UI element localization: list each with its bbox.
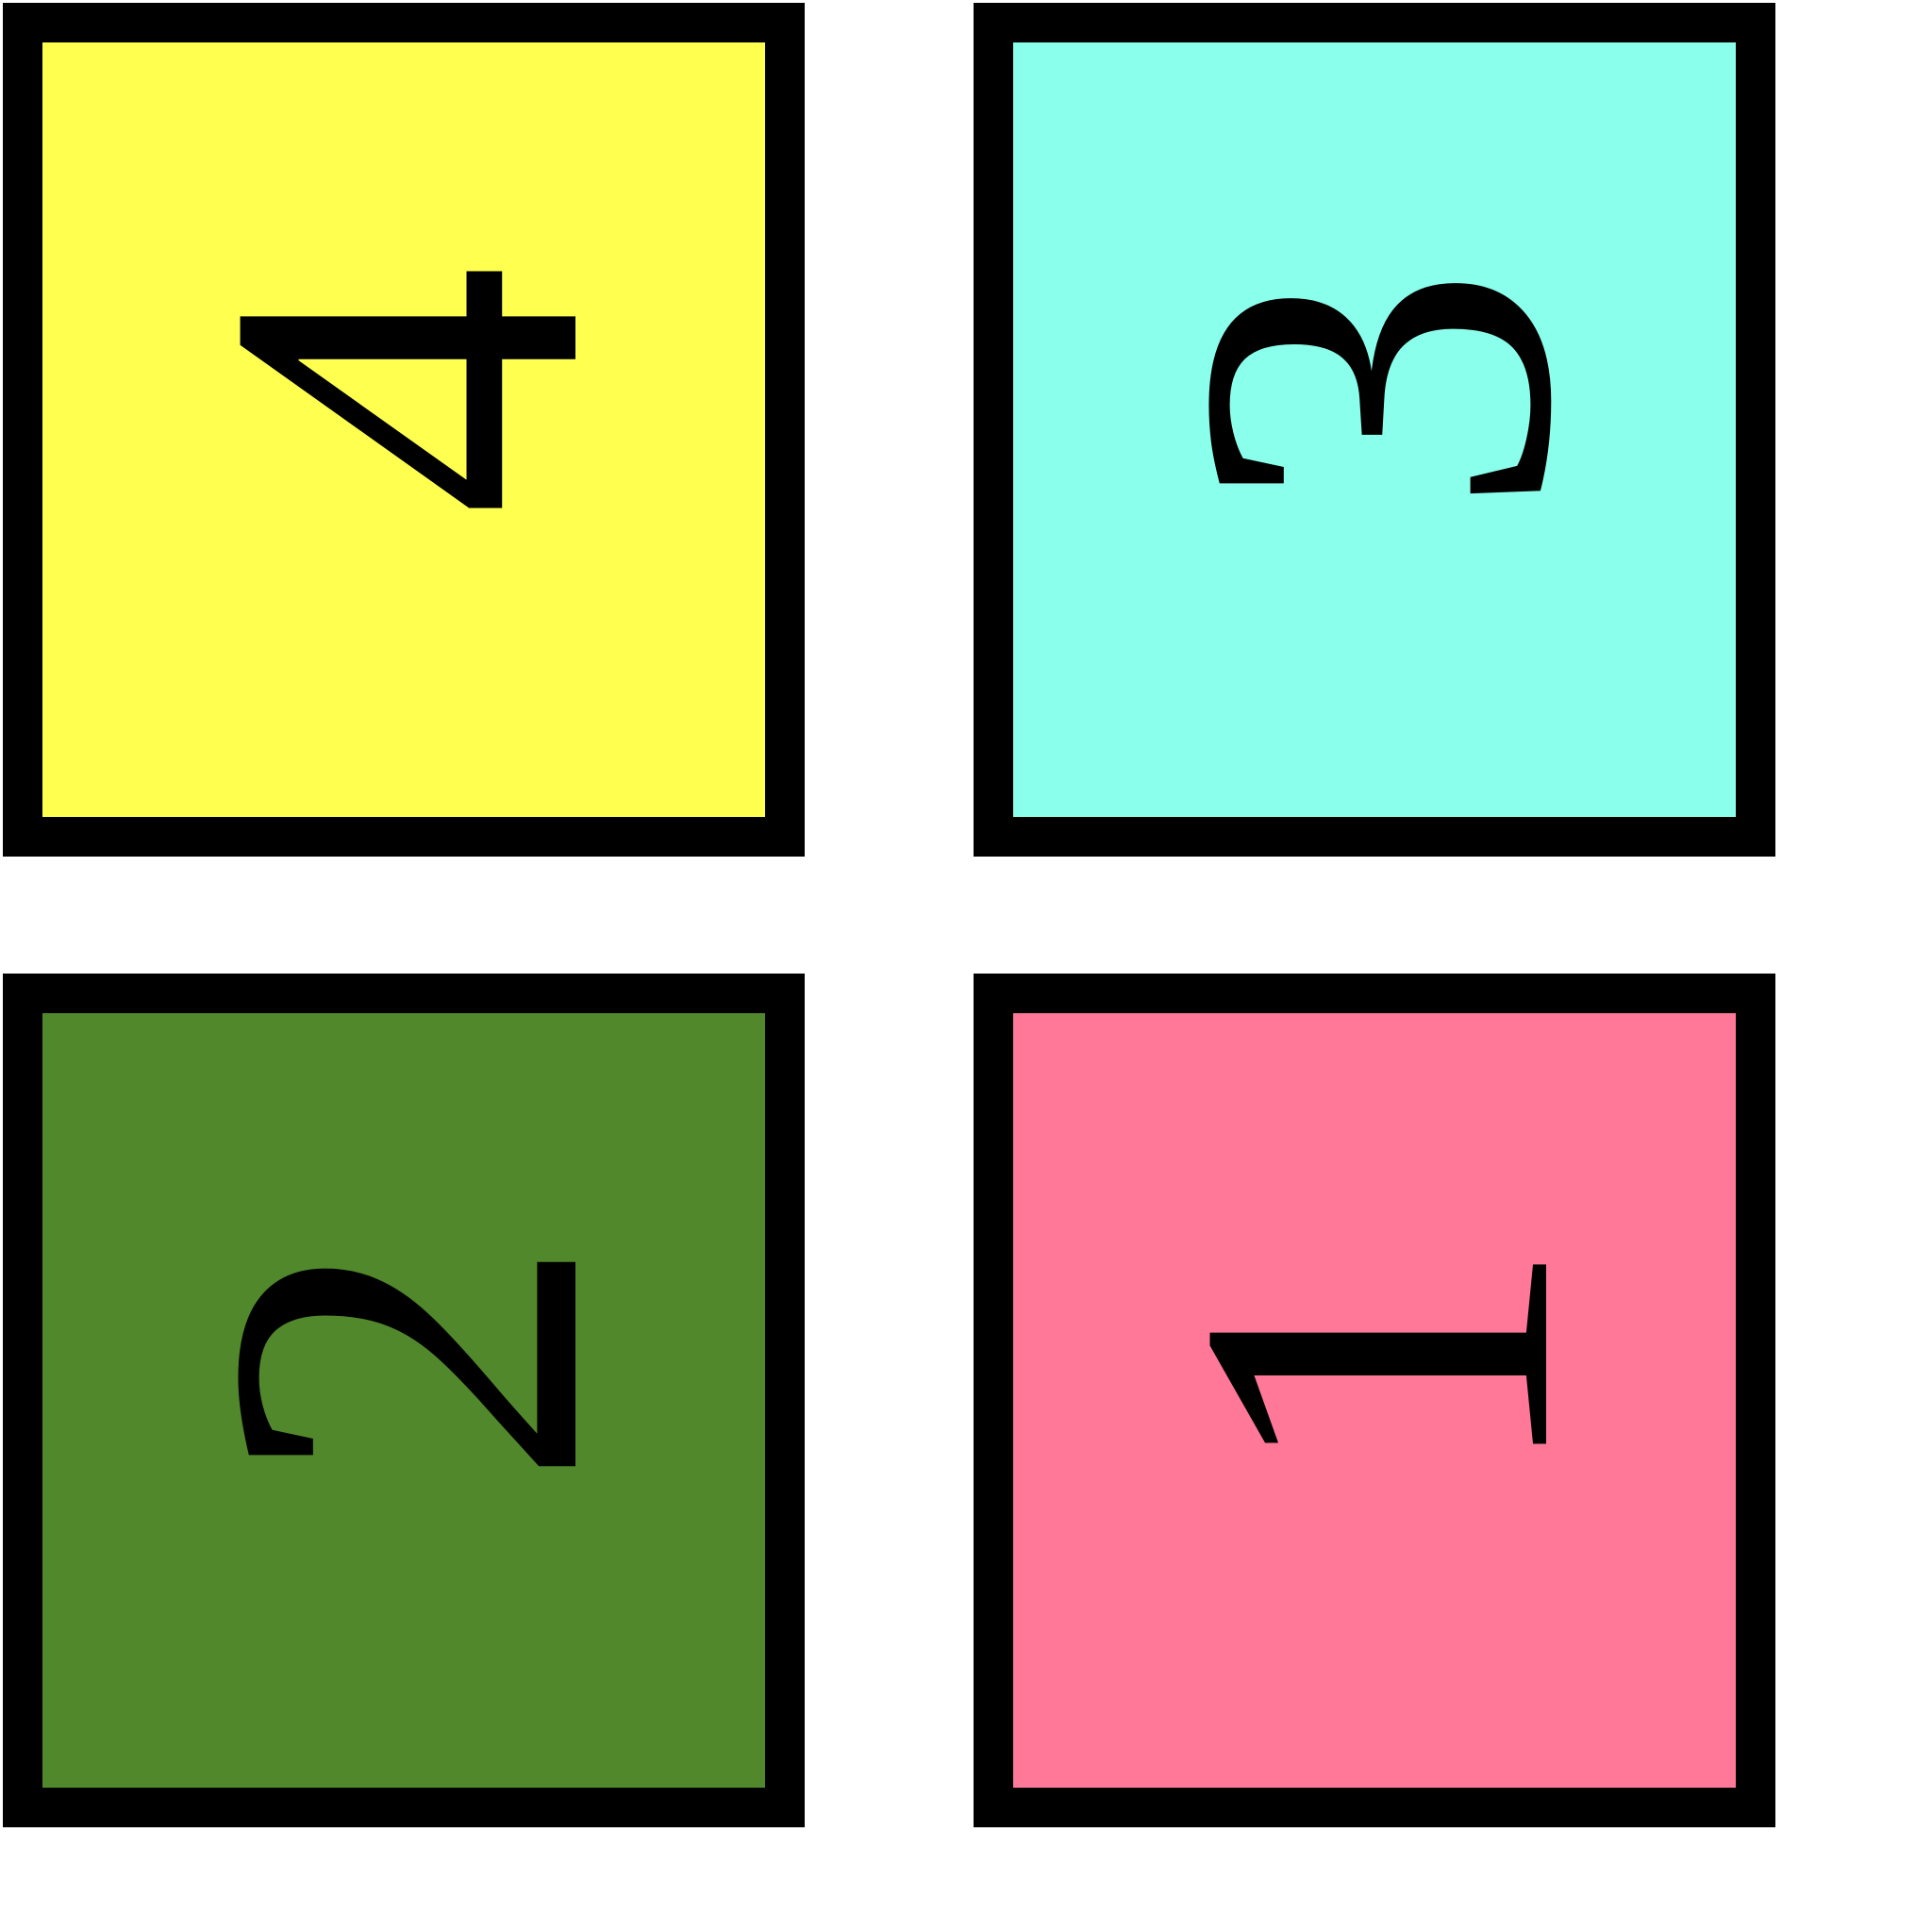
- tile-cyan: 3: [974, 3, 1775, 857]
- tile-pink: 1: [974, 974, 1775, 1827]
- digit-label: 1: [1092, 1234, 1657, 1490]
- digit-label: 3: [1092, 263, 1657, 519]
- digit-label: 2: [122, 1234, 686, 1490]
- tile-green: 2: [3, 974, 805, 1827]
- digit-label: 4: [122, 263, 686, 519]
- tile-yellow: 4: [3, 3, 805, 857]
